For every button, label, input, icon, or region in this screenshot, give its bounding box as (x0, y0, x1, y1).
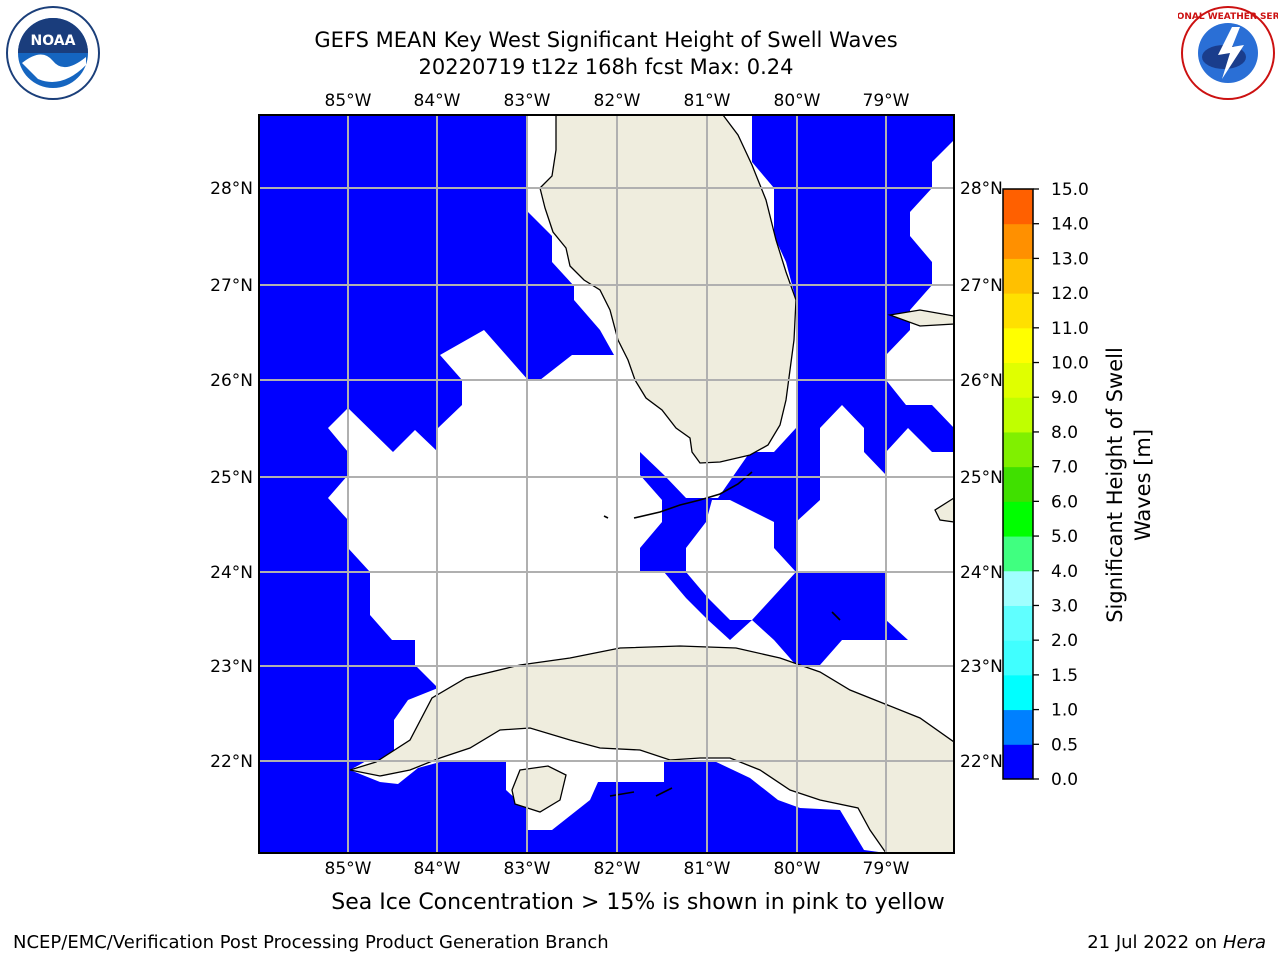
colorbar-segment (1003, 674, 1033, 711)
lon-label: 81°W (684, 91, 731, 111)
colorbar-segment (1003, 397, 1033, 433)
colorbar-segment (1003, 709, 1033, 745)
colorbar-segment (1003, 327, 1033, 364)
lat-label: 23°N (960, 657, 1003, 677)
colorbar-tick-label: 0.0 (1051, 770, 1078, 790)
colorbar-tick-label: 14.0 (1051, 215, 1089, 235)
lat-label: 28°N (210, 179, 253, 199)
lat-label: 24°N (210, 563, 253, 583)
lat-label: 26°N (210, 371, 253, 391)
colorbar-label-line2: Waves [m] (1131, 429, 1155, 541)
colorbar-tick-label: 6.0 (1051, 492, 1078, 512)
footer-date: 21 Jul 2022 on Hera (1087, 932, 1266, 953)
colorbar-tick-label: 7.0 (1051, 458, 1078, 478)
colorbar (1003, 189, 1033, 780)
lon-label: 81°W (684, 859, 731, 879)
lon-label: 85°W (325, 859, 372, 879)
colorbar-tick-label: 3.0 (1051, 596, 1078, 616)
colorbar-segment (1003, 501, 1033, 537)
colorbar-label-line1: Significant Height of Swell (1103, 347, 1127, 623)
cuba (349, 645, 955, 854)
gridlines (259, 115, 954, 853)
colorbar-tick-label: 1.5 (1051, 666, 1078, 686)
colorbar-tick-label: 8.0 (1051, 423, 1078, 443)
colorbar-segment (1003, 258, 1033, 294)
lat-label: 26°N (960, 371, 1003, 391)
colorbar-segment (1003, 431, 1033, 468)
footer-date-text: 21 Jul 2022 on (1087, 932, 1223, 953)
lat-label: 27°N (960, 276, 1003, 296)
lat-label: 27°N (210, 276, 253, 296)
chart-subtitle: 20220719 t12z 168h fcst Max: 0.24 (418, 55, 794, 79)
florida-keys (603, 471, 841, 797)
colorbar-tick-label: 12.0 (1051, 284, 1089, 304)
colorbar-tick-label: 5.0 (1051, 527, 1078, 547)
florida (539, 114, 797, 464)
noaa-logo-text: NOAA (31, 33, 76, 49)
colorbar-tick-label: 10.0 (1051, 354, 1089, 374)
lon-labels-bottom: 85°W 84°W 83°W 82°W 81°W 80°W 79°W (325, 859, 910, 879)
colorbar-tick-label: 13.0 (1051, 249, 1089, 269)
land (349, 114, 955, 854)
lon-label: 82°W (594, 91, 641, 111)
colorbar-segment (1003, 466, 1033, 502)
colorbar-segment (1003, 744, 1033, 780)
lat-label: 22°N (960, 752, 1003, 772)
svg-text:NATIONAL WEATHER SERVICE: NATIONAL WEATHER SERVICE (1178, 12, 1278, 22)
footer-host: Hera (1222, 932, 1266, 953)
colorbar-tick-label: 11.0 (1051, 319, 1089, 339)
isla-de-la-juventud (511, 765, 567, 813)
noaa-logo: NOAA (6, 6, 100, 100)
nws-logo: NATIONAL WEATHER SERVICE (1178, 6, 1278, 100)
colorbar-segment (1003, 570, 1033, 606)
lon-label: 79°W (863, 91, 910, 111)
lat-labels-right: 28°N 27°N 26°N 25°N 24°N 23°N 22°N (960, 179, 1003, 772)
map-frame (258, 114, 955, 854)
lon-label: 82°W (594, 859, 641, 879)
lat-label: 24°N (960, 563, 1003, 583)
colorbar-tick-label: 0.5 (1051, 735, 1078, 755)
colorbar-segment (1003, 293, 1033, 329)
colorbar-ticks: 15.0 14.0 13.0 12.0 11.0 10.0 9.0 8.0 7.0 6.0 5.0 4… (1033, 180, 1089, 790)
lon-label: 79°W (863, 859, 910, 879)
colorbar-segment (1003, 223, 1033, 259)
colorbar-tick-label: 4.0 (1051, 562, 1078, 582)
footer-credit: NCEP/EMC/Verification Post Processing Pr… (13, 932, 609, 953)
lat-label: 25°N (960, 468, 1003, 488)
lon-labels-top: 85°W 84°W 83°W 82°W 81°W 80°W 79°W (325, 91, 910, 111)
colorbar-segment (1003, 536, 1033, 572)
lon-label: 84°W (414, 859, 461, 879)
lon-label: 83°W (504, 91, 551, 111)
colorbar-tick-label: 2.0 (1051, 631, 1078, 651)
colorbar-segment (1003, 640, 1033, 676)
colorbar-tick-label: 15.0 (1051, 180, 1089, 200)
sea-ice-caption: Sea Ice Concentration > 15% is shown in … (331, 890, 945, 915)
lat-labels-left: 28°N 27°N 26°N 25°N 24°N 23°N 22°N (210, 179, 253, 772)
colorbar-segment (1003, 605, 1033, 641)
lon-label: 84°W (414, 91, 461, 111)
lon-label: 80°W (774, 859, 821, 879)
lon-label: 83°W (504, 859, 551, 879)
colorbar-segment (1003, 189, 1033, 225)
lon-label: 80°W (774, 91, 821, 111)
colorbar-segment (1003, 362, 1033, 398)
colorbar-tick-label: 1.0 (1051, 701, 1078, 721)
lat-label: 22°N (210, 752, 253, 772)
colorbar-tick-label: 9.0 (1051, 388, 1078, 408)
chart-title: GEFS MEAN Key West Significant Height of… (314, 28, 898, 52)
colorbar-label: Significant Height of Swell Waves [m] (1103, 347, 1155, 623)
lat-label: 23°N (210, 657, 253, 677)
colorbar-frame (1002, 188, 1034, 780)
lat-label: 28°N (960, 179, 1003, 199)
lon-label: 85°W (325, 91, 372, 111)
lat-label: 25°N (210, 468, 253, 488)
